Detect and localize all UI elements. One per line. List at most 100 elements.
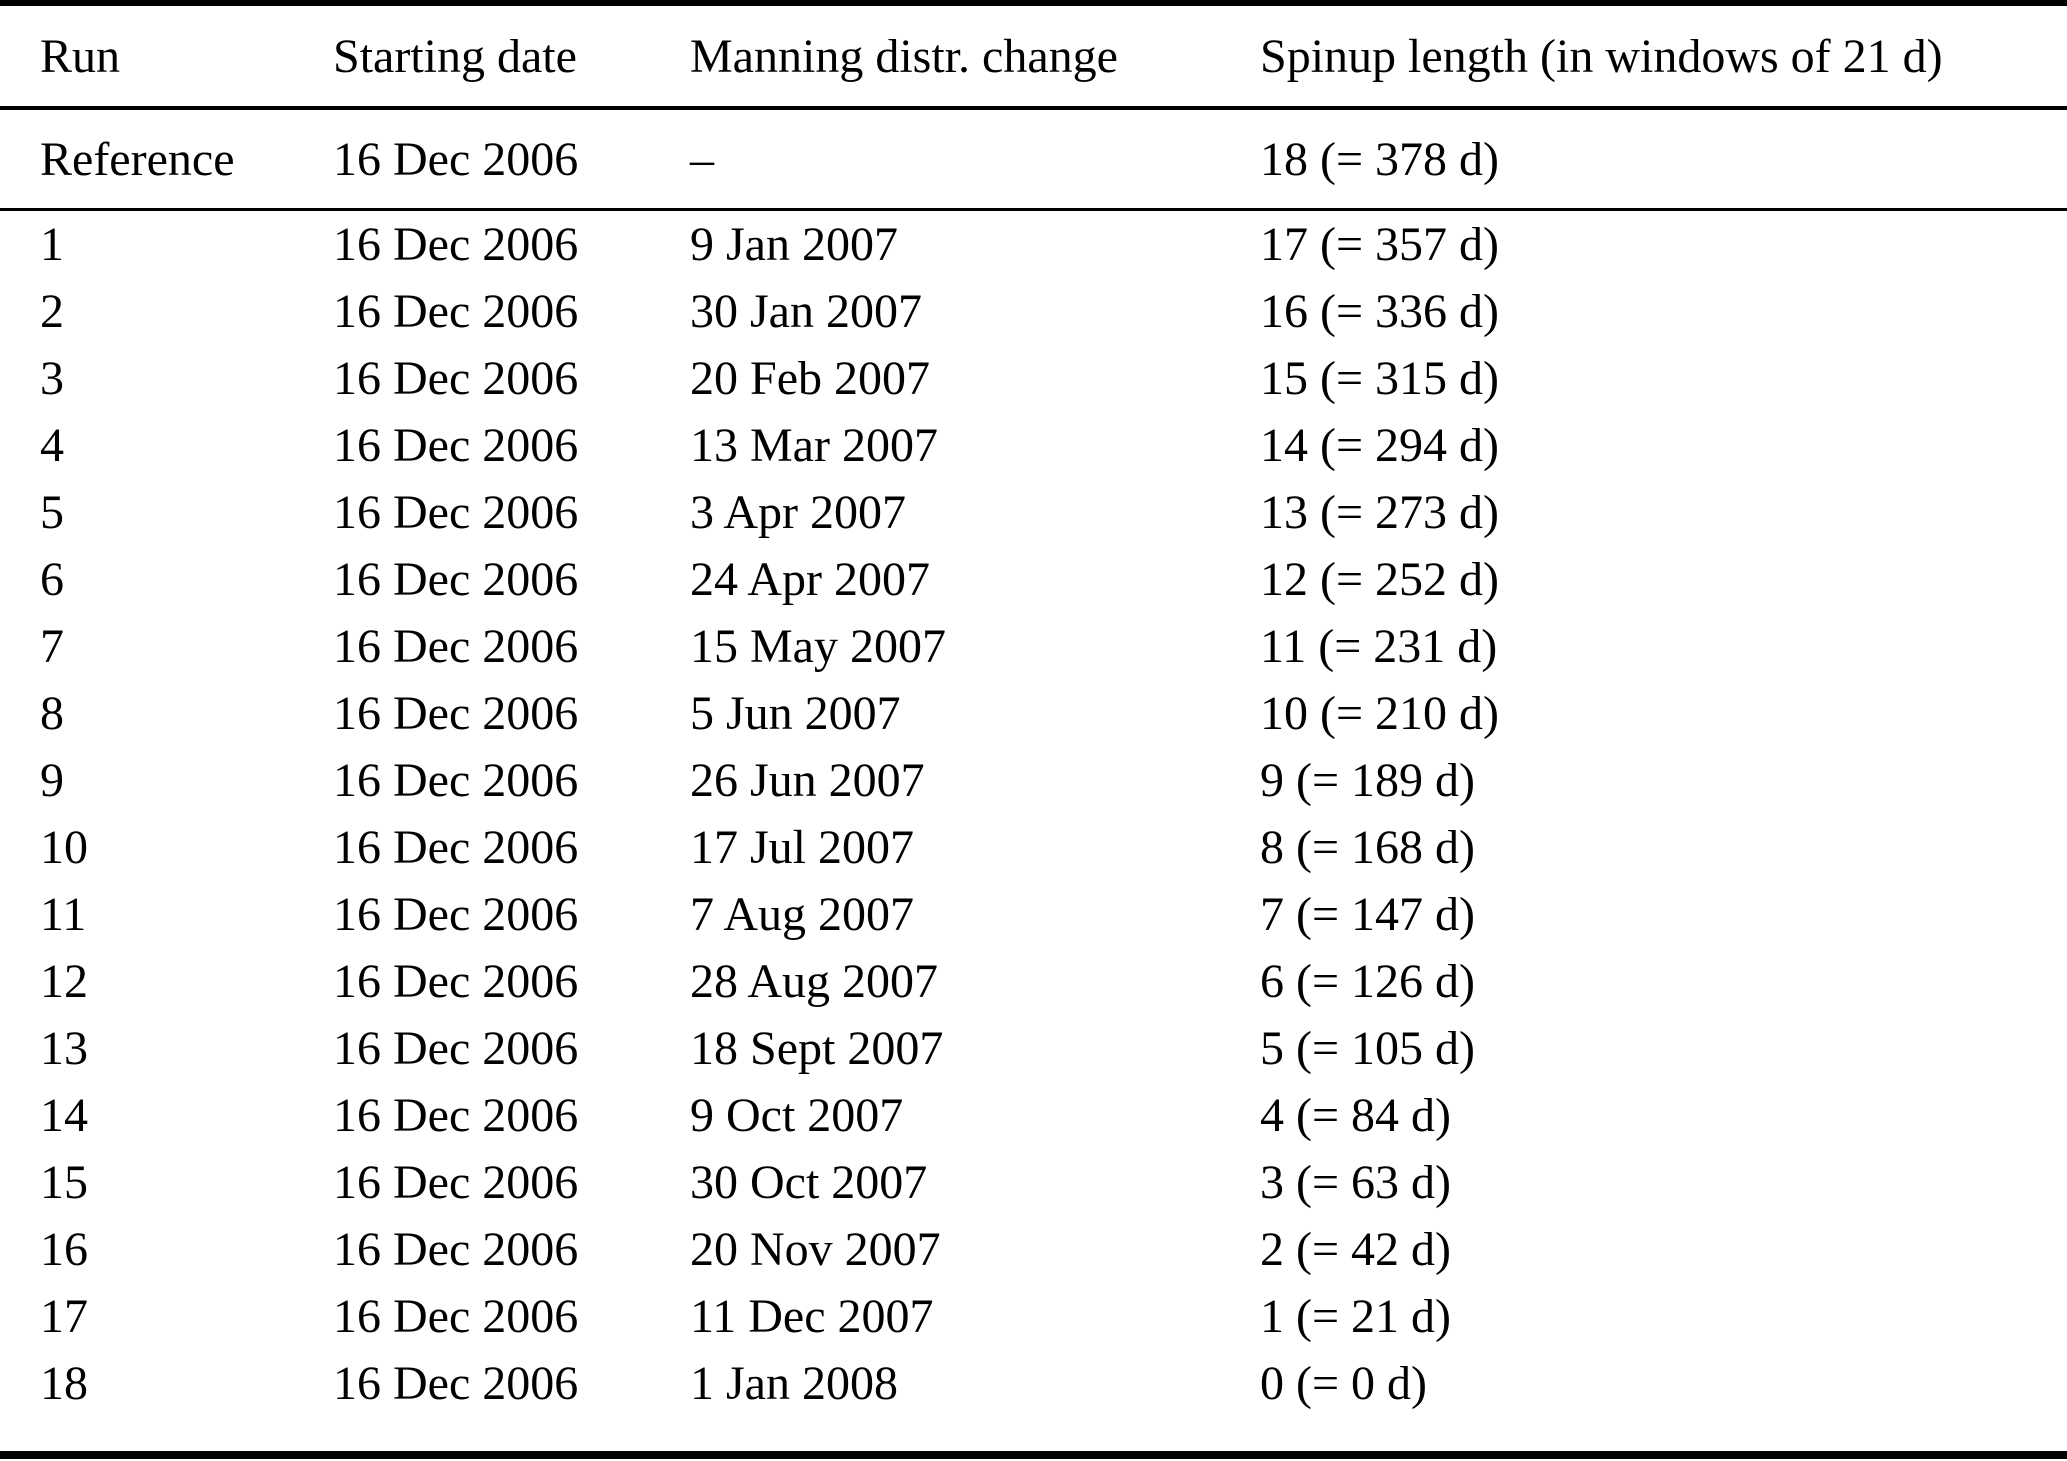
table-header: Run Starting date Manning distr. change … [0, 3, 2067, 110]
cell-run: 7 [40, 620, 64, 673]
cell-run: 4 [40, 419, 64, 472]
cell-spinup: 16 (= 336 d) [1260, 285, 1500, 338]
cell-manning-change: 11 Dec 2007 [690, 1290, 934, 1343]
cell-starting-date: 16 Dec 2006 [333, 888, 579, 941]
cell-run: 6 [40, 553, 64, 606]
cell-run: Reference [0, 108, 333, 211]
table-row: 12 16 Dec 2006 28 Aug 2007 6 (= 126 d) [0, 948, 2067, 1015]
table-row: 15 16 Dec 2006 30 Oct 2007 3 (= 63 d) [0, 1149, 2067, 1216]
cell-starting-date: 16 Dec 2006 [333, 218, 579, 271]
table-row: 17 16 Dec 2006 11 Dec 2007 1 (= 21 d) [0, 1283, 2067, 1350]
cell-run: 11 [40, 888, 87, 941]
cell-spinup: 13 (= 273 d) [1260, 486, 1500, 539]
cell-spinup: 5 (= 105 d) [1260, 1022, 1476, 1075]
cell-spinup: 18 (= 378 d) [1260, 108, 2067, 211]
cell-run: 3 [40, 352, 64, 405]
column-header-run: Run [0, 3, 333, 110]
cell-starting-date: 16 Dec 2006 [333, 285, 579, 338]
cell-manning-change: 13 Mar 2007 [690, 419, 938, 472]
cell-starting-date: 16 Dec 2006 [333, 620, 579, 673]
cell-manning-change: 17 Jul 2007 [690, 821, 915, 874]
header-row: Run Starting date Manning distr. change … [0, 3, 2067, 110]
table-row-reference: Reference 16 Dec 2006 – 18 (= 378 d) [0, 108, 2067, 211]
cell-starting-date: 16 Dec 2006 [333, 1156, 579, 1209]
cell-spinup: 4 (= 84 d) [1260, 1089, 1452, 1142]
table-row: 14 16 Dec 2006 9 Oct 2007 4 (= 84 d) [0, 1082, 2067, 1149]
cell-spinup: 10 (= 210 d) [1260, 687, 1500, 740]
cell-starting-date: 16 Dec 2006 [333, 352, 579, 405]
cell-manning-change: 9 Jan 2007 [690, 218, 898, 271]
cell-starting-date: 16 Dec 2006 [333, 1357, 579, 1410]
cell-manning-change: – [690, 108, 1260, 211]
column-header-manning-change: Manning distr. change [690, 3, 1260, 110]
cell-spinup: 15 (= 315 d) [1260, 352, 1500, 405]
table-row: 5 16 Dec 2006 3 Apr 2007 13 (= 273 d) [0, 479, 2067, 546]
cell-spinup: 0 (= 0 d) [1260, 1357, 1428, 1410]
table-row: 6 16 Dec 2006 24 Apr 2007 12 (= 252 d) [0, 546, 2067, 613]
cell-manning-change: 15 May 2007 [690, 620, 946, 673]
cell-starting-date: 16 Dec 2006 [333, 486, 579, 539]
cell-manning-change: 5 Jun 2007 [690, 687, 901, 740]
cell-manning-change: 28 Aug 2007 [690, 955, 939, 1008]
cell-manning-change: 3 Apr 2007 [690, 486, 906, 539]
table-row: 3 16 Dec 2006 20 Feb 2007 15 (= 315 d) [0, 345, 2067, 412]
cell-manning-change: 18 Sept 2007 [690, 1022, 944, 1075]
cell-spinup: 8 (= 168 d) [1260, 821, 1476, 874]
cell-run: 13 [40, 1022, 88, 1075]
cell-run: 15 [40, 1156, 88, 1209]
cell-spinup: 2 (= 42 d) [1260, 1223, 1452, 1276]
cell-starting-date: 16 Dec 2006 [333, 821, 579, 874]
table-row: 4 16 Dec 2006 13 Mar 2007 14 (= 294 d) [0, 412, 2067, 479]
cell-run: 5 [40, 486, 64, 539]
table-row: 9 16 Dec 2006 26 Jun 2007 9 (= 189 d) [0, 747, 2067, 814]
cell-manning-change: 30 Jan 2007 [690, 285, 922, 338]
cell-starting-date: 16 Dec 2006 [333, 955, 579, 1008]
table-row: 1 16 Dec 2006 9 Jan 2007 17 (= 357 d) [0, 210, 2067, 279]
cell-spinup: 12 (= 252 d) [1260, 553, 1500, 606]
cell-run: 12 [40, 955, 88, 1008]
table-row: 10 16 Dec 2006 17 Jul 2007 8 (= 168 d) [0, 814, 2067, 881]
table-row: 8 16 Dec 2006 5 Jun 2007 10 (= 210 d) [0, 680, 2067, 747]
runs-section: 1 16 Dec 2006 9 Jan 2007 17 (= 357 d) 2 … [0, 210, 2067, 1456]
cell-starting-date: 16 Dec 2006 [333, 754, 579, 807]
cell-run: 8 [40, 687, 64, 740]
table-row: 2 16 Dec 2006 30 Jan 2007 16 (= 336 d) [0, 278, 2067, 345]
cell-spinup: 1 (= 21 d) [1260, 1290, 1452, 1343]
column-header-spinup-length: Spinup length (in windows of 21 d) [1260, 3, 2067, 110]
cell-spinup: 17 (= 357 d) [1260, 218, 1500, 271]
cell-manning-change: 9 Oct 2007 [690, 1089, 904, 1142]
cell-starting-date: 16 Dec 2006 [333, 1223, 579, 1276]
table-row: 16 16 Dec 2006 20 Nov 2007 2 (= 42 d) [0, 1216, 2067, 1283]
cell-run: 1 [40, 218, 64, 271]
cell-manning-change: 20 Nov 2007 [690, 1223, 941, 1276]
reference-section: Reference 16 Dec 2006 – 18 (= 378 d) [0, 108, 2067, 211]
cell-run: 17 [40, 1290, 88, 1343]
cell-spinup: 9 (= 189 d) [1260, 754, 1476, 807]
cell-spinup: 14 (= 294 d) [1260, 419, 1500, 472]
cell-spinup: 6 (= 126 d) [1260, 955, 1476, 1008]
cell-run: 9 [40, 754, 64, 807]
table-row: 11 16 Dec 2006 7 Aug 2007 7 (= 147 d) [0, 881, 2067, 948]
cell-starting-date: 16 Dec 2006 [333, 1089, 579, 1142]
cell-run: 18 [40, 1357, 88, 1410]
cell-starting-date: 16 Dec 2006 [333, 1022, 579, 1075]
cell-spinup: 7 (= 147 d) [1260, 888, 1476, 941]
table-row: 7 16 Dec 2006 15 May 2007 11 (= 231 d) [0, 613, 2067, 680]
table-row: 13 16 Dec 2006 18 Sept 2007 5 (= 105 d) [0, 1015, 2067, 1082]
cell-starting-date: 16 Dec 2006 [333, 419, 579, 472]
cell-spinup: 3 (= 63 d) [1260, 1156, 1452, 1209]
cell-starting-date: 16 Dec 2006 [333, 687, 579, 740]
cell-manning-change: 24 Apr 2007 [690, 553, 930, 606]
cell-starting-date: 16 Dec 2006 [333, 553, 579, 606]
cell-manning-change: 20 Feb 2007 [690, 352, 930, 405]
cell-manning-change: 7 Aug 2007 [690, 888, 915, 941]
cell-spinup: 11 (= 231 d) [1260, 620, 1498, 673]
cell-manning-change: 26 Jun 2007 [690, 754, 925, 807]
cell-manning-change: 30 Oct 2007 [690, 1156, 928, 1209]
cell-starting-date: 16 Dec 2006 [333, 108, 690, 211]
table-row: 18 16 Dec 2006 1 Jan 2008 0 (= 0 d) [0, 1350, 2067, 1455]
cell-run: 10 [40, 821, 88, 874]
cell-manning-change: 1 Jan 2008 [690, 1357, 898, 1410]
column-header-starting-date: Starting date [333, 3, 690, 110]
cell-run: 2 [40, 285, 64, 338]
